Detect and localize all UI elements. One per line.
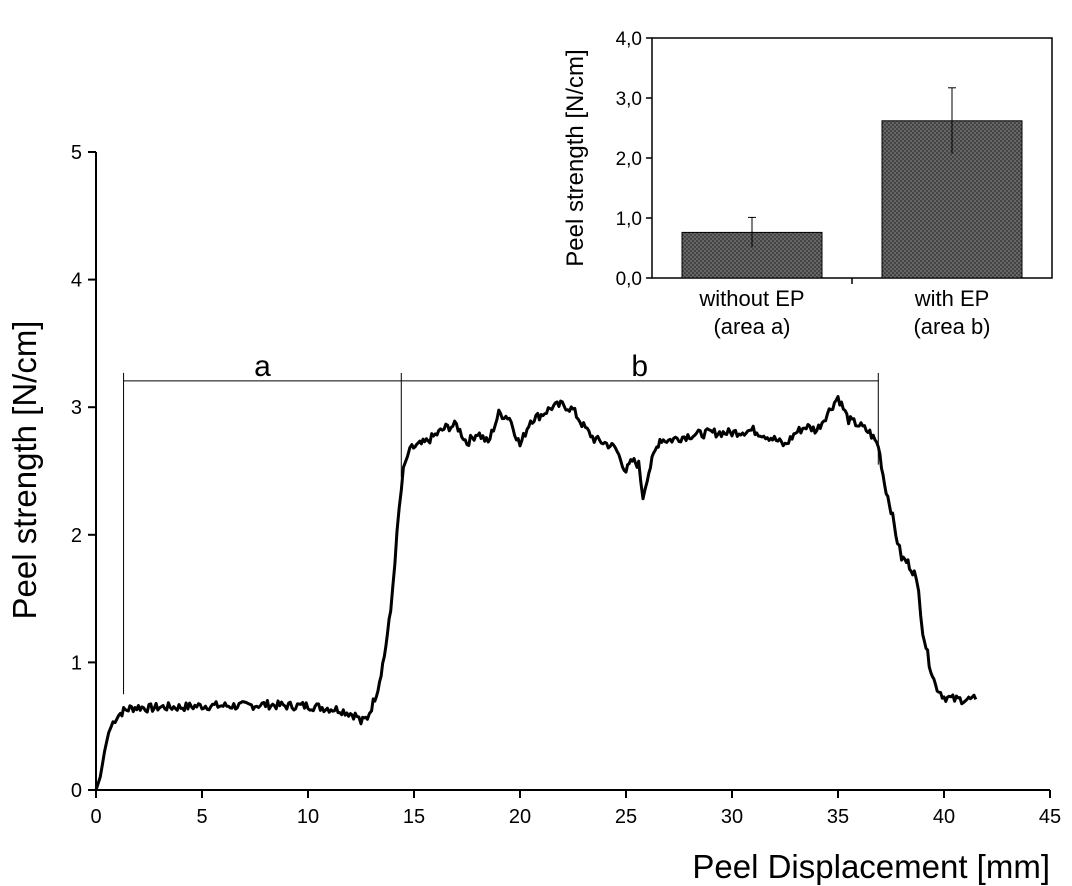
y-tick-label: 5: [71, 142, 82, 164]
inset-y-tick-label: 0,0: [616, 269, 642, 290]
inset-bar-chart: 0,0 1,0 2,0 3,0 4,0 without EP (area a) with E…: [562, 29, 1053, 339]
x-tick-label: 0: [90, 806, 101, 828]
inset-category-label: (area a): [713, 314, 790, 339]
y-tick-label: 2: [71, 525, 82, 547]
inset-y-tick-label: 3,0: [616, 89, 642, 110]
x-tick-label: 40: [933, 806, 955, 828]
inset-y-tick-label: 1,0: [616, 209, 642, 230]
inset-bars: without EP (area a) with EP (area b): [681, 87, 1023, 339]
main-y-axis-label: Peel strength [N/cm]: [6, 321, 43, 620]
x-tick-label: 30: [721, 806, 743, 828]
x-tick-label: 5: [196, 806, 207, 828]
y-tick-label: 0: [71, 780, 82, 802]
x-tick-label: 15: [403, 806, 425, 828]
y-tick-label: 4: [71, 270, 82, 292]
y-tick-label: 1: [71, 652, 82, 674]
inset-category-label: without EP: [698, 286, 804, 311]
inset-y-tick-label: 4,0: [616, 29, 642, 50]
peel-strength-line: [94, 395, 978, 791]
inset-y-tick-label: 2,0: [616, 149, 642, 170]
region-label-a: a: [254, 350, 271, 383]
y-tick-label: 3: [71, 397, 82, 419]
x-tick-label: 45: [1039, 806, 1061, 828]
inset-ticks: 0,0 1,0 2,0 3,0 4,0: [616, 29, 853, 290]
x-tick-label: 25: [615, 806, 637, 828]
inset-category-label: with EP: [914, 286, 990, 311]
main-x-axis-label: Peel Displacement [mm]: [692, 848, 1050, 885]
inset-y-axis-label: Peel strength [N/cm]: [562, 49, 589, 266]
x-tick-label: 10: [297, 806, 319, 828]
inset-category-label: (area b): [913, 314, 990, 339]
region-label-b: b: [631, 350, 648, 383]
x-tick-label: 20: [509, 806, 531, 828]
x-tick-label: 35: [827, 806, 849, 828]
